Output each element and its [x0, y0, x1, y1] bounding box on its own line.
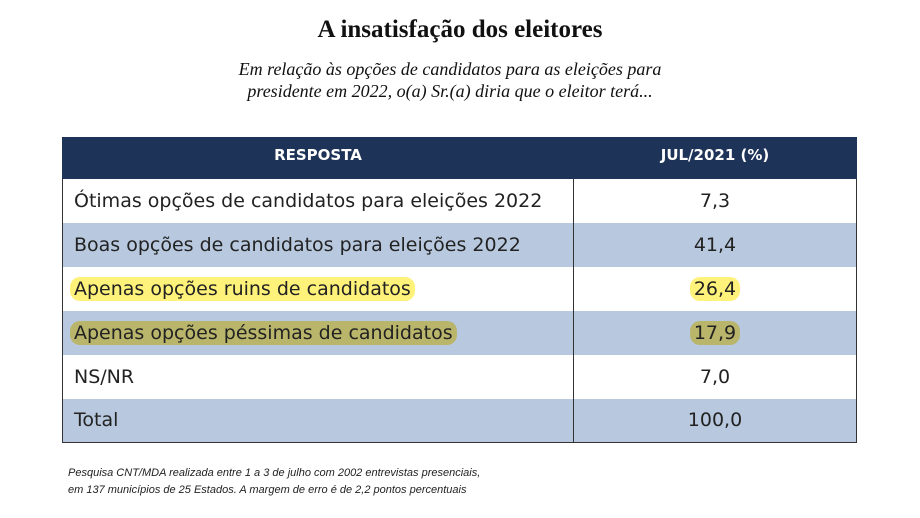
source-line-1: Pesquisa CNT/MDA realizada entre 1 a 3 d…	[68, 467, 481, 479]
results-table: RESPOSTA JUL/2021 (%) Ótimas opções de c…	[62, 137, 857, 443]
row-value: 41,4	[573, 222, 857, 267]
row-label: NS/NR	[62, 354, 574, 399]
subtitle-line-2: presidente em 2022, o(a) Sr.(a) diria qu…	[247, 81, 653, 101]
row-label: Apenas opções péssimas de candidatos	[70, 320, 457, 345]
chart-subtitle: Em relação às opções de candidatos para …	[190, 58, 710, 102]
row-value: 26,4	[689, 276, 741, 301]
row-label: Boas opções de candidatos para eleições …	[62, 222, 574, 267]
table-row: Apenas opções péssimas de candidatos 17,…	[62, 310, 857, 355]
table-row: NS/NR 7,0	[62, 354, 857, 399]
row-label: Apenas opções ruins de candidatos	[70, 276, 415, 301]
row-value-cell: 26,4	[573, 266, 857, 311]
source-line-2: em 137 municípios de 25 Estados. A marge…	[68, 484, 467, 496]
row-label: Total	[62, 398, 574, 443]
row-value: 17,9	[689, 320, 741, 345]
table-header-row: RESPOSTA JUL/2021 (%)	[62, 137, 857, 179]
table-row: Ótimas opções de candidatos para eleiçõe…	[62, 178, 857, 223]
column-header-jul2021: JUL/2021 (%)	[573, 137, 857, 179]
row-value: 7,0	[573, 354, 857, 399]
row-value: 100,0	[573, 398, 857, 443]
source-note: Pesquisa CNT/MDA realizada entre 1 a 3 d…	[68, 465, 668, 499]
table-row: Total 100,0	[62, 398, 857, 443]
subtitle-line-1: Em relação às opções de candidatos para …	[238, 59, 662, 79]
table-row: Boas opções de candidatos para eleições …	[62, 222, 857, 267]
row-label-cell: Apenas opções ruins de candidatos	[62, 266, 574, 311]
row-label-cell: Apenas opções péssimas de candidatos	[62, 310, 574, 355]
row-label: Ótimas opções de candidatos para eleiçõe…	[62, 178, 574, 223]
row-value: 7,3	[573, 178, 857, 223]
table-row: Apenas opções ruins de candidatos 26,4	[62, 266, 857, 311]
row-value-cell: 17,9	[573, 310, 857, 355]
chart-title: A insatisfação dos eleitores	[317, 16, 603, 43]
column-header-resposta: RESPOSTA	[62, 137, 574, 179]
